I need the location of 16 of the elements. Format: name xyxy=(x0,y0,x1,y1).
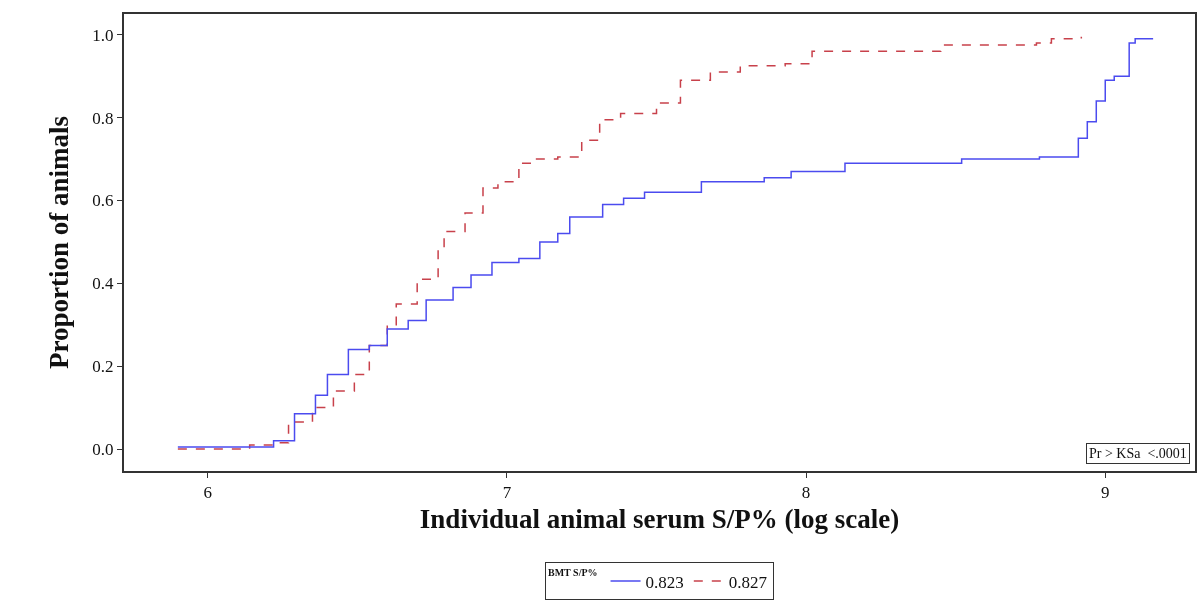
legend-label: 0.823 xyxy=(645,572,684,592)
y-tick-label: 1.0 xyxy=(92,25,114,45)
legend-title: BMT S/P% xyxy=(548,567,598,579)
x-tick-label: 6 xyxy=(203,483,213,503)
y-axis-title: Proportion of animals xyxy=(43,115,74,370)
x-tick-label: 7 xyxy=(502,483,512,503)
y-tick-label: 0.4 xyxy=(92,274,115,294)
x-tick-label: 8 xyxy=(801,483,811,503)
annotation: Pr > KSa <.0001 xyxy=(1089,446,1187,461)
legend-label: 0.827 xyxy=(728,572,768,592)
x-tick-label: 9 xyxy=(1101,483,1110,503)
x-axis-title: Individual animal serum S/P% (log scale) xyxy=(419,504,900,535)
y-tick-label: 0.2 xyxy=(92,357,114,377)
y-tick-label: 0.6 xyxy=(92,191,114,211)
y-tick-label: 0.0 xyxy=(92,439,114,459)
y-tick-label: 0.8 xyxy=(92,108,114,128)
